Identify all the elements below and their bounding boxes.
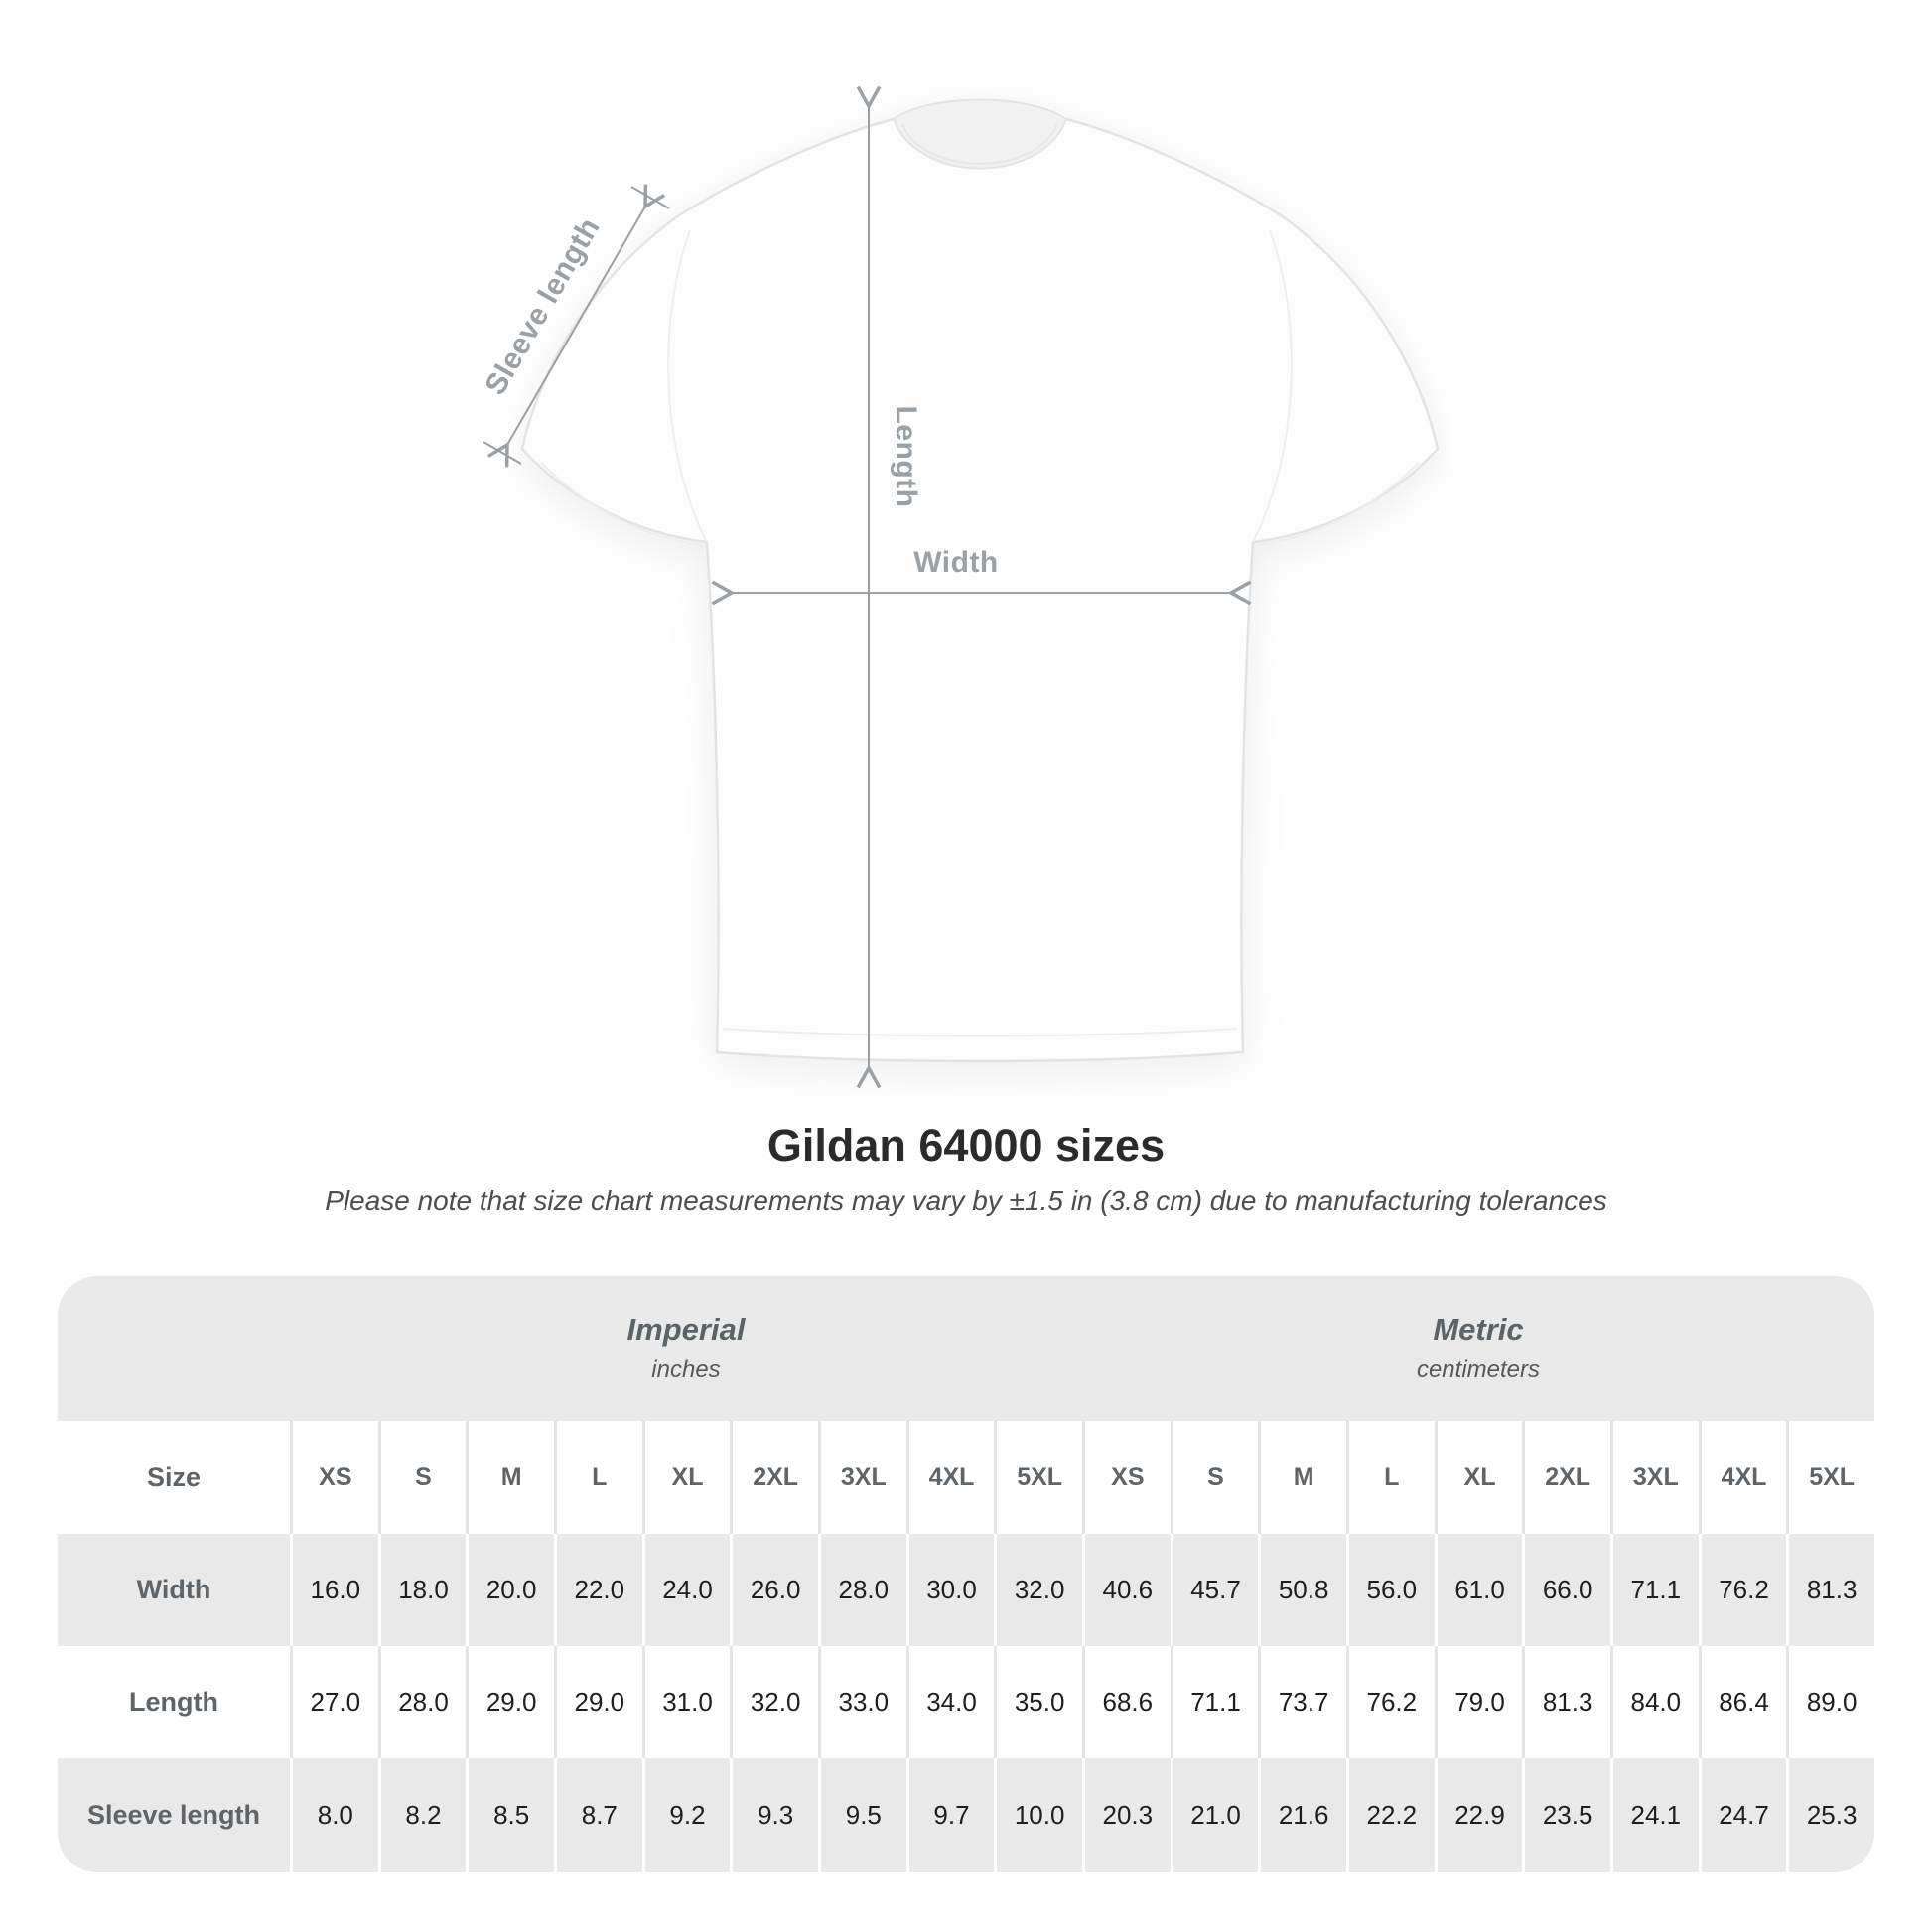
unit-group-label: Imperial <box>626 1312 746 1347</box>
size-col-header: S <box>1170 1421 1259 1534</box>
value-cell: 16.0 <box>290 1534 378 1646</box>
value-cell: 8.0 <box>290 1758 378 1872</box>
value-cell: 34.0 <box>905 1646 995 1758</box>
unit-group-label: Metric <box>1433 1312 1524 1347</box>
value-cell: 24.0 <box>641 1534 731 1646</box>
value-cell: 40.6 <box>1081 1534 1171 1646</box>
value-cell: 56.0 <box>1345 1534 1435 1646</box>
value-cell: 23.5 <box>1522 1758 1610 1872</box>
value-cell: 29.0 <box>553 1646 642 1758</box>
tshirt-image <box>483 85 1440 1089</box>
value-cell: 28.0 <box>377 1646 467 1758</box>
value-cell: 30.0 <box>905 1534 995 1646</box>
value-cell: 22.9 <box>1434 1758 1523 1872</box>
tolerance-note: Please note that size chart measurements… <box>325 1185 1607 1216</box>
page-title: Gildan 64000 sizes <box>766 1120 1166 1171</box>
value-cell: 28.0 <box>817 1534 906 1646</box>
size-col-header: L <box>553 1421 642 1534</box>
size-col-header: 3XL <box>817 1421 906 1534</box>
size-col-header: 4XL <box>1698 1421 1787 1534</box>
value-cell: 31.0 <box>641 1646 731 1758</box>
sleeve-dimension-line <box>486 184 666 468</box>
value-cell: 61.0 <box>1434 1534 1523 1646</box>
size-col-header: M <box>466 1421 554 1534</box>
size-col-header: XL <box>1434 1421 1523 1534</box>
unit-group-metric: Metric centimeters <box>1081 1276 1874 1421</box>
value-cell: 10.0 <box>994 1758 1082 1872</box>
unit-group-sublabel: inches <box>651 1356 721 1383</box>
value-cell: 81.3 <box>1522 1646 1610 1758</box>
value-cell: 32.0 <box>994 1534 1082 1646</box>
size-col-header: 2XL <box>1522 1421 1610 1534</box>
row-label: Width <box>58 1534 290 1646</box>
value-cell: 24.1 <box>1609 1758 1699 1872</box>
value-cell: 9.2 <box>641 1758 731 1872</box>
width-label: Width <box>913 546 999 579</box>
sleeve-dimension-tick-bottom <box>483 441 522 465</box>
sleeve-dimension-tick-top <box>630 186 670 209</box>
value-cell: 81.3 <box>1786 1534 1874 1646</box>
value-cell: 24.7 <box>1698 1758 1787 1872</box>
tshirt-measurement-figure: Sleeve length Length Width <box>479 85 1440 1089</box>
size-col-header: XS <box>1081 1421 1171 1534</box>
row-label: Length <box>58 1646 290 1758</box>
value-cell: 9.3 <box>730 1758 818 1872</box>
value-cell: 45.7 <box>1170 1534 1259 1646</box>
value-cell: 32.0 <box>730 1646 818 1758</box>
size-col-header: M <box>1258 1421 1346 1534</box>
value-cell: 21.0 <box>1170 1758 1259 1872</box>
value-cell: 79.0 <box>1434 1646 1523 1758</box>
size-col-header: 5XL <box>1786 1421 1874 1534</box>
length-label: Length <box>890 405 922 508</box>
value-cell: 73.7 <box>1258 1646 1346 1758</box>
size-col-header: 5XL <box>994 1421 1082 1534</box>
value-cell: 20.0 <box>466 1534 554 1646</box>
value-cell: 68.6 <box>1081 1646 1171 1758</box>
size-col-header: 2XL <box>730 1421 818 1534</box>
value-cell: 25.3 <box>1786 1758 1874 1872</box>
value-cell: 71.1 <box>1170 1646 1259 1758</box>
row-label: Sleeve length <box>58 1758 290 1872</box>
unit-group-imperial: Imperial inches <box>290 1276 1082 1421</box>
size-col-header: XS <box>290 1421 378 1534</box>
tshirt-silhouette <box>520 98 1440 1063</box>
value-cell: 89.0 <box>1786 1646 1874 1758</box>
value-cell: 8.5 <box>466 1758 554 1872</box>
value-cell: 9.7 <box>905 1758 995 1872</box>
size-table: Imperial inches Metric centimeters Size XS S M L… <box>58 1276 1874 1872</box>
value-cell: 84.0 <box>1609 1646 1699 1758</box>
value-cell: 71.1 <box>1609 1534 1699 1646</box>
value-cell: 86.4 <box>1698 1646 1787 1758</box>
value-cell: 35.0 <box>994 1646 1082 1758</box>
value-cell: 76.2 <box>1698 1534 1787 1646</box>
value-cell: 20.3 <box>1081 1758 1171 1872</box>
size-col-header: S <box>377 1421 467 1534</box>
value-cell: 9.5 <box>817 1758 906 1872</box>
unit-group-sublabel: centimeters <box>1416 1356 1540 1383</box>
collar <box>892 98 1068 170</box>
value-cell: 21.6 <box>1258 1758 1346 1872</box>
size-col-header: XL <box>641 1421 731 1534</box>
value-cell: 33.0 <box>817 1646 906 1758</box>
size-col-header: L <box>1345 1421 1435 1534</box>
value-cell: 18.0 <box>377 1534 467 1646</box>
table-header-corner <box>58 1276 290 1421</box>
size-col-header: 4XL <box>905 1421 995 1534</box>
value-cell: 22.0 <box>553 1534 642 1646</box>
value-cell: 26.0 <box>730 1534 818 1646</box>
value-cell: 22.2 <box>1345 1758 1435 1872</box>
size-col-header: 3XL <box>1609 1421 1699 1534</box>
value-cell: 66.0 <box>1522 1534 1610 1646</box>
size-header-label: Size <box>58 1421 290 1534</box>
value-cell: 29.0 <box>466 1646 554 1758</box>
value-cell: 8.2 <box>377 1758 467 1872</box>
title-block: Gildan 64000 sizes Please note that size… <box>0 1120 1932 1217</box>
value-cell: 76.2 <box>1345 1646 1435 1758</box>
value-cell: 27.0 <box>290 1646 378 1758</box>
value-cell: 8.7 <box>553 1758 642 1872</box>
value-cell: 50.8 <box>1258 1534 1346 1646</box>
